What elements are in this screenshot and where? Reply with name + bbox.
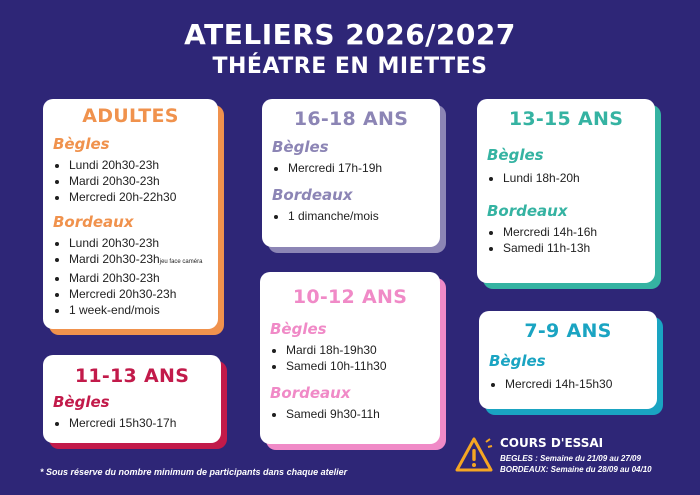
schedule-list: Mercredi 14h-16h Samedi 11h-13h: [487, 224, 645, 256]
list-item: Mardi 18h-19h30: [286, 342, 430, 358]
card-16-18: 16-18 ANS Bègles Mercredi 17h-19h Bordea…: [262, 99, 440, 247]
location-begles: Bègles: [272, 138, 329, 156]
list-item: Lundi 20h30-23h: [69, 235, 208, 251]
footnote: * Sous réserve du nombre minimum de part…: [40, 467, 348, 477]
list-item-text: Mardi 20h30-23h: [69, 252, 160, 266]
list-item: Samedi 10h-11h30: [286, 358, 430, 374]
list-item: Mardi 20h30-23h: [69, 173, 208, 189]
card-adultes: ADULTES Bègles Lundi 20h30-23h Mardi 20h…: [43, 99, 218, 329]
list-item: Mercredi 20h-22h30: [69, 189, 208, 205]
list-item: Lundi 20h30-23h: [69, 157, 208, 173]
trial-begles: BEGLES : Semaine du 21/09 au 27/09: [500, 454, 641, 463]
list-item: Samedi 11h-13h: [503, 240, 645, 256]
page-subtitle: THÉATRE EN MIETTES: [212, 54, 488, 79]
schedule-list: Mardi 18h-19h30 Samedi 10h-11h30: [270, 342, 430, 374]
list-item: Lundi 18h-20h: [503, 170, 645, 186]
schedule-list: Lundi 20h30-23h Mardi 20h30-23hjeu face …: [53, 235, 208, 318]
schedule-list: Mercredi 15h30-17h: [53, 415, 211, 431]
list-item: Mardi 20h30-23h: [69, 270, 208, 286]
list-item: Mardi 20h30-23hjeu face caméra: [69, 251, 208, 270]
location-bordeaux: Bordeaux: [487, 202, 568, 220]
trial-bordeaux: BORDEAUX: Semaine du 28/09 au 04/10: [500, 465, 652, 474]
list-item-note: jeu face caméra: [159, 259, 203, 265]
location-bordeaux: Bordeaux: [272, 186, 353, 204]
trial-classes: COURS D'ESSAI BEGLES : Semaine du 21/09 …: [455, 432, 695, 482]
location-begles: Bègles: [53, 135, 110, 153]
list-item: 1 week-end/mois: [69, 302, 208, 318]
schedule-list: Mercredi 17h-19h: [272, 160, 430, 176]
list-item: Mercredi 14h-16h: [503, 224, 645, 240]
card-7-9: 7-9 ANS Bègles Mercredi 14h-15h30: [479, 311, 657, 409]
location-begles: Bègles: [489, 352, 546, 370]
page-title: ATELIERS 2026/2027: [184, 18, 516, 51]
card-title: 11-13 ANS: [74, 365, 190, 387]
location-bordeaux: Bordeaux: [53, 213, 134, 231]
list-item: Mercredi 17h-19h: [288, 160, 430, 176]
card-11-13: 11-13 ANS Bègles Mercredi 15h30-17h: [43, 355, 221, 443]
card-10-12: 10-12 ANS Bègles Mardi 18h-19h30 Samedi …: [260, 272, 440, 444]
schedule-list: Lundi 18h-20h: [487, 170, 645, 186]
list-item: Mercredi 20h30-23h: [69, 286, 208, 302]
location-begles: Bègles: [487, 146, 544, 164]
location-begles: Bègles: [53, 393, 110, 411]
location-bordeaux: Bordeaux: [270, 384, 351, 402]
schedule-list: 1 dimanche/mois: [272, 208, 430, 224]
list-item: Mercredi 14h-15h30: [505, 376, 647, 392]
card-title: 13-15 ANS: [508, 108, 624, 130]
location-begles: Bègles: [270, 320, 327, 338]
schedule-list: Samedi 9h30-11h: [270, 406, 430, 422]
trial-title: COURS D'ESSAI: [500, 436, 604, 450]
schedule-list: Lundi 20h30-23h Mardi 20h30-23h Mercredi…: [53, 157, 208, 205]
card-title: 7-9 ANS: [524, 320, 612, 342]
warning-icon: [455, 437, 493, 472]
card-title: 16-18 ANS: [293, 108, 409, 130]
card-title: 10-12 ANS: [292, 286, 408, 308]
card-13-15: 13-15 ANS Bègles Lundi 18h-20h Bordeaux …: [477, 99, 655, 283]
schedule-list: Mercredi 14h-15h30: [489, 376, 647, 392]
card-title: ADULTES: [82, 105, 179, 127]
list-item: 1 dimanche/mois: [288, 208, 430, 224]
list-item: Mercredi 15h30-17h: [69, 415, 211, 431]
list-item: Samedi 9h30-11h: [286, 406, 430, 422]
